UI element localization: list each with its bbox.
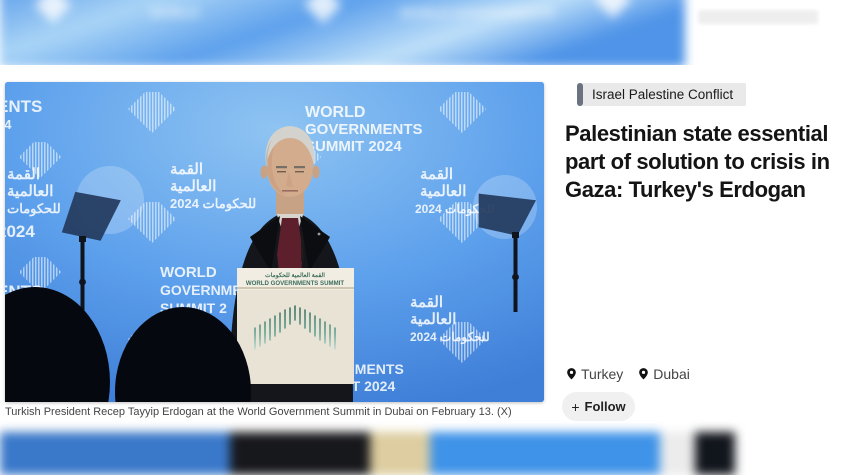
svg-text:WORLD GOVERNMENTS SUMMIT: WORLD GOVERNMENTS SUMMIT: [246, 280, 344, 287]
svg-text:WORLD GOVERNMENTS: WORLD GOVERNMENTS: [400, 5, 555, 20]
svg-text:WORLD: WORLD: [150, 5, 199, 20]
svg-text:القمة العالمية للحكومات: القمة العالمية للحكومات: [265, 272, 325, 279]
